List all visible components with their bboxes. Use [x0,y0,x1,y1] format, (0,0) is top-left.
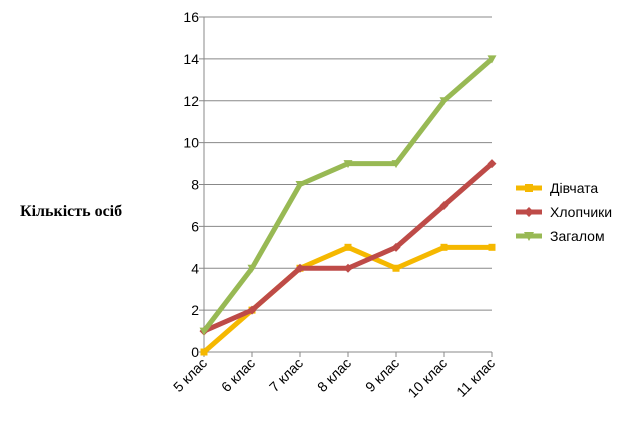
y-tick-label: 16 [183,9,199,25]
marker-square [440,243,448,251]
x-tick-label: 5 клас [170,355,210,395]
marker-diamond [391,242,401,252]
y-tick-label: 0 [191,344,199,360]
legend-label: Хлопчики [550,204,612,220]
y-tick-label: 14 [183,51,199,67]
y-tick-label: 10 [183,135,199,151]
y-tick-label: 4 [191,260,199,276]
legend-entry: Хлопчики [516,204,612,220]
marker-triangle [295,181,305,189]
series-3 [199,55,497,336]
marker-diamond [487,159,497,169]
x-tick-label: 10 клас [404,355,450,401]
series-lines [199,55,497,356]
marker-triangle [487,55,497,64]
legend-entry: Загалом [516,228,605,244]
y-axis-label: Кількість осіб [20,203,123,220]
marker-triangle [524,232,534,241]
x-tick-label: 7 клас [266,355,306,395]
y-tick-label: 12 [183,93,199,109]
x-tick-labels: 5 клас 6 клас 7 клас 8 клас 9 клас 10 клас 11 … [170,355,498,401]
marker-square [488,243,496,251]
marker-square [344,243,352,251]
marker-diamond [295,263,305,273]
x-tick-label: 11 клас [453,355,498,400]
marker-diamond [439,200,449,210]
x-tick-label: 9 клас [362,355,402,395]
marker-diamond [343,263,353,273]
marker-triangle [439,97,449,106]
marker-triangle [343,160,353,169]
marker-diamond [247,305,257,315]
series-line [202,56,494,333]
legend-label: Загалом [550,228,605,244]
series-line [202,244,492,354]
marker-triangle [391,160,401,169]
series-1 [200,243,496,356]
y-tick-labels: 0 2 4 6 8 10 12 14 16 [183,9,199,360]
marker-square [392,264,400,272]
marker-square [525,184,533,192]
x-tick-label: 8 клас [314,355,354,395]
grid-lines [204,16,492,353]
legend-entry: Дівчата [516,180,598,196]
legend-label: Дівчата [550,180,598,196]
axes [199,16,493,357]
y-tick-label: 2 [191,302,199,318]
marker-square [200,348,208,356]
y-tick-label: 8 [191,177,199,193]
legend: Дівчата Хлопчики Загалом [516,180,612,244]
marker-triangle [199,327,209,336]
y-tick-label: 6 [191,218,199,234]
marker-diamond [524,207,534,217]
marker-triangle [247,264,257,273]
x-tick-label: 6 клас [218,355,258,395]
